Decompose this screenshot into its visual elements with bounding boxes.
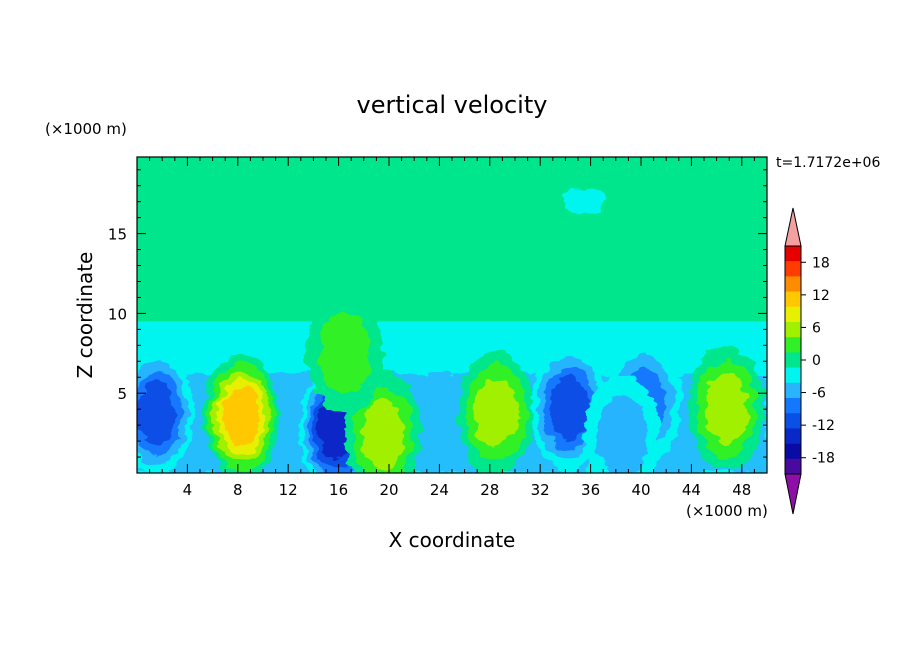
x-tick-label: 4 <box>183 481 193 499</box>
contour-level <box>430 259 474 288</box>
time-label: t=1.7172e+06 <box>776 155 880 171</box>
x-tick-label: 48 <box>732 481 751 499</box>
contour-level <box>474 378 518 449</box>
contour-level <box>361 398 405 470</box>
colorbar-band <box>785 306 801 323</box>
x-axis: 4 8 12 16 20 24 28 32 36 40 44 48 <box>149 157 755 499</box>
colorbar-label: 0 <box>812 353 821 369</box>
colorbar-band <box>785 382 801 399</box>
colorbar-band <box>785 276 801 292</box>
x-axis-title: X coordinate <box>389 528 516 552</box>
colorbar-band <box>785 398 801 414</box>
colorbar-over-arrow <box>784 207 802 247</box>
colorbar-band <box>785 352 801 368</box>
contour-level <box>241 187 285 216</box>
colorbar-band <box>785 443 801 460</box>
field-feature <box>306 290 383 415</box>
contour-level <box>710 181 755 210</box>
colorbar: 18 12 6 0 -6 -12 -18 <box>784 207 835 515</box>
contour-field <box>137 157 767 473</box>
field-feature <box>710 181 755 210</box>
field-feature <box>562 187 607 216</box>
colorbar-band <box>785 261 801 277</box>
y-axis-title: Z coordinate <box>73 252 97 379</box>
colorbar-band <box>785 322 801 338</box>
x-tick-label: 24 <box>430 481 449 499</box>
field-feature <box>137 351 194 473</box>
contour-level <box>705 373 749 444</box>
field-feature <box>430 259 474 288</box>
field-feature <box>241 187 285 216</box>
x-tick-label: 40 <box>631 481 650 499</box>
colorbar-band <box>785 291 801 308</box>
x-tick-label: 32 <box>531 481 550 499</box>
colorbar-band <box>785 428 801 444</box>
colorbar-band <box>785 413 801 429</box>
field-feature <box>584 375 661 473</box>
x-tick-label: 28 <box>480 481 499 499</box>
colorbar-label: 12 <box>812 288 830 304</box>
colorbar-band <box>785 367 801 384</box>
colorbar-label: 18 <box>812 255 830 271</box>
y-unit-label: (×1000 m) <box>45 120 127 138</box>
contour-level <box>596 395 648 473</box>
contour-level <box>319 310 371 395</box>
y-tick-label: 5 <box>117 385 127 403</box>
x-unit-label: (×1000 m) <box>686 502 768 520</box>
colorbar-label: 6 <box>812 320 821 336</box>
colorbar-under-arrow <box>784 473 802 515</box>
colorbar-label: -18 <box>812 451 835 467</box>
field-feature <box>688 346 765 471</box>
colorbar-band <box>785 246 801 262</box>
field-feature <box>458 351 535 473</box>
contour-level <box>549 376 589 441</box>
y-tick-label: 15 <box>108 226 127 244</box>
colorbar-band <box>785 337 801 353</box>
y-tick-label: 10 <box>108 305 127 323</box>
contour-level <box>223 386 260 447</box>
field-feature <box>203 354 280 473</box>
x-tick-label: 20 <box>379 481 398 499</box>
y-axis: 5 10 15 <box>108 169 767 458</box>
contour-level <box>562 187 607 216</box>
x-tick-label: 44 <box>682 481 701 499</box>
chart-title: vertical velocity <box>357 91 548 119</box>
x-tick-label: 36 <box>581 481 600 499</box>
colorbar-label: -6 <box>812 386 826 402</box>
contour-level <box>137 381 176 445</box>
x-tick-label: 8 <box>233 481 243 499</box>
x-tick-label: 16 <box>329 481 348 499</box>
colorbar-band <box>785 458 801 475</box>
x-tick-label: 12 <box>279 481 298 499</box>
colorbar-label: -12 <box>812 418 835 434</box>
